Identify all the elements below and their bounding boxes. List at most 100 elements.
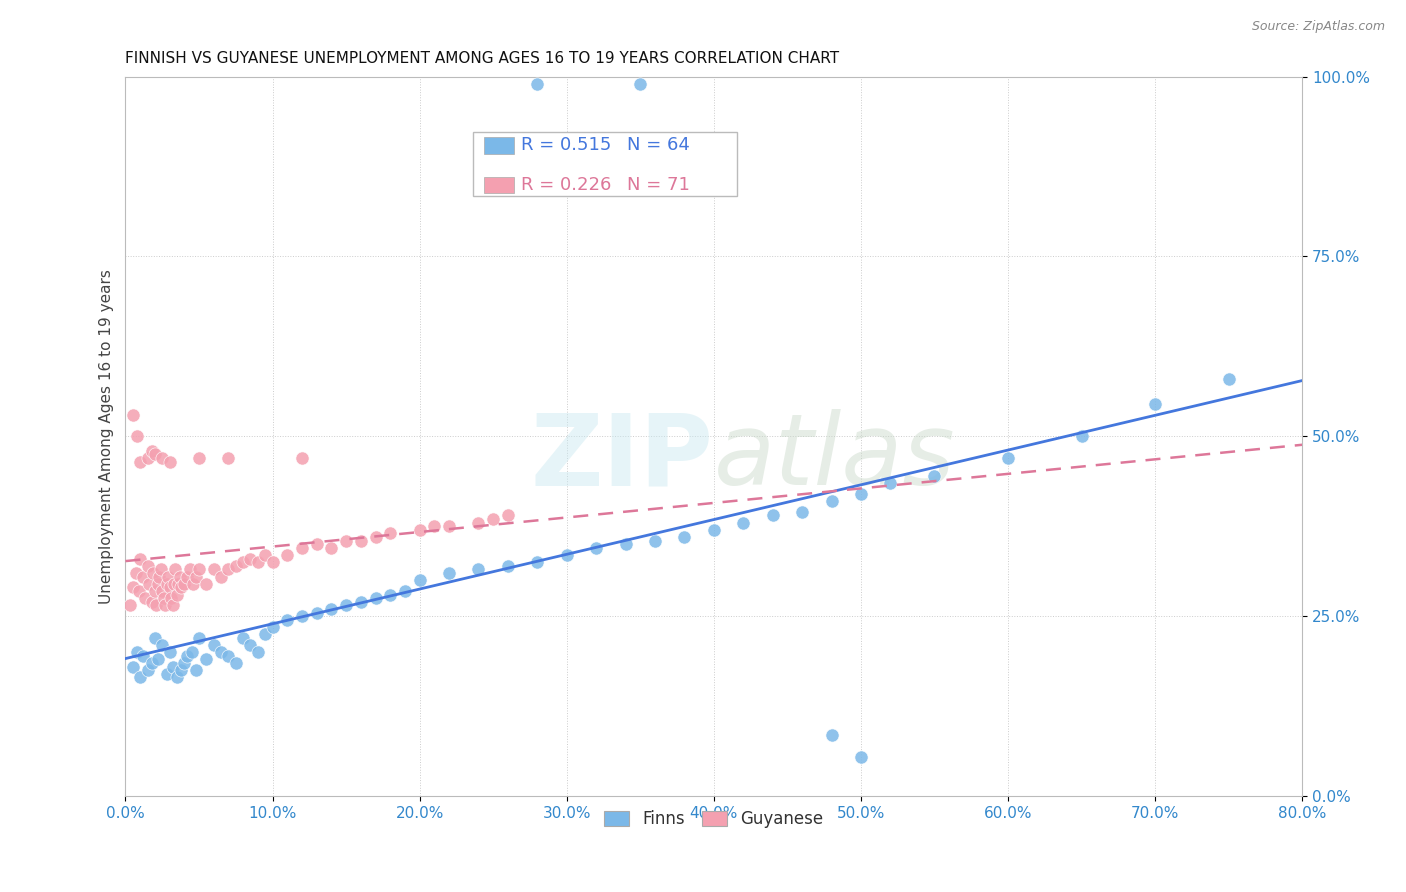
Point (408, 573, 430, 587)
Point (150, 450, 173, 465)
Point (246, 645, 269, 659)
Point (170, 663, 193, 677)
Point (121, 408, 143, 422)
Point (195, 652, 218, 666)
Point (188, 450, 211, 465)
Point (276, 548, 298, 562)
Point (217, 562, 239, 576)
Point (167, 577, 190, 591)
Point (141, 656, 163, 670)
Text: atlas: atlas (714, 409, 956, 507)
Point (143, 584, 166, 599)
Point (496, 558, 519, 573)
Point (364, 530, 387, 544)
Point (159, 581, 181, 595)
Point (997, 450, 1019, 465)
Point (188, 631, 211, 645)
Point (820, 494, 842, 508)
Point (159, 454, 181, 468)
Point (160, 591, 183, 606)
Text: N = 64: N = 64 (627, 136, 689, 154)
Point (246, 555, 269, 569)
Point (202, 638, 225, 652)
Point (128, 584, 150, 599)
Point (195, 577, 218, 591)
Point (121, 659, 143, 673)
Point (136, 558, 159, 573)
Point (125, 566, 148, 580)
Point (156, 666, 179, 681)
Point (849, 487, 872, 501)
Text: N = 71: N = 71 (627, 176, 689, 194)
Y-axis label: Unemployment Among Ages 16 to 19 years: Unemployment Among Ages 16 to 19 years (100, 268, 114, 604)
Text: ZIP: ZIP (531, 409, 714, 507)
Point (166, 588, 188, 602)
Point (526, 555, 548, 569)
Point (127, 429, 149, 443)
Point (145, 599, 167, 613)
Point (141, 443, 163, 458)
Point (437, 519, 460, 533)
Point (482, 512, 505, 526)
Point (180, 645, 202, 659)
Point (150, 638, 173, 652)
Point (141, 595, 163, 609)
Point (1144, 397, 1167, 411)
Point (169, 569, 191, 583)
Point (209, 645, 232, 659)
Point (350, 595, 373, 609)
Text: R = 0.515: R = 0.515 (520, 136, 612, 154)
Point (132, 569, 155, 583)
Point (526, 77, 548, 91)
Point (423, 519, 446, 533)
Point (118, 599, 141, 613)
Point (262, 555, 284, 569)
Point (179, 562, 201, 576)
Point (924, 469, 946, 483)
Point (129, 454, 152, 468)
Point (408, 523, 430, 537)
Point (321, 602, 343, 616)
Point (467, 562, 489, 576)
Point (129, 670, 152, 684)
Point (217, 648, 239, 663)
Point (176, 648, 198, 663)
Point (628, 77, 651, 91)
Point (173, 577, 195, 591)
Point (143, 447, 166, 461)
Point (254, 548, 277, 562)
Point (879, 476, 901, 491)
Point (239, 638, 262, 652)
Point (136, 450, 159, 465)
Point (276, 613, 298, 627)
Point (156, 577, 179, 591)
Point (364, 591, 387, 606)
Point (127, 645, 149, 659)
Point (170, 581, 193, 595)
Point (733, 516, 755, 530)
Point (291, 541, 314, 555)
Point (790, 505, 813, 519)
Point (162, 599, 184, 613)
Point (134, 591, 156, 606)
Point (159, 645, 181, 659)
Point (209, 569, 232, 583)
Point (305, 606, 328, 620)
Point (136, 663, 159, 677)
Point (166, 670, 188, 684)
Point (1218, 372, 1240, 386)
Point (173, 656, 195, 670)
Point (380, 526, 402, 541)
Point (394, 584, 416, 599)
Point (614, 537, 637, 551)
Point (673, 530, 696, 544)
Text: R = 0.226: R = 0.226 (520, 176, 612, 194)
Point (150, 584, 173, 599)
Legend: Finns, Guyanese: Finns, Guyanese (598, 803, 830, 835)
Point (1070, 429, 1092, 443)
Point (849, 749, 872, 764)
Point (380, 588, 402, 602)
Point (184, 569, 207, 583)
Point (148, 569, 170, 583)
Point (291, 609, 314, 624)
